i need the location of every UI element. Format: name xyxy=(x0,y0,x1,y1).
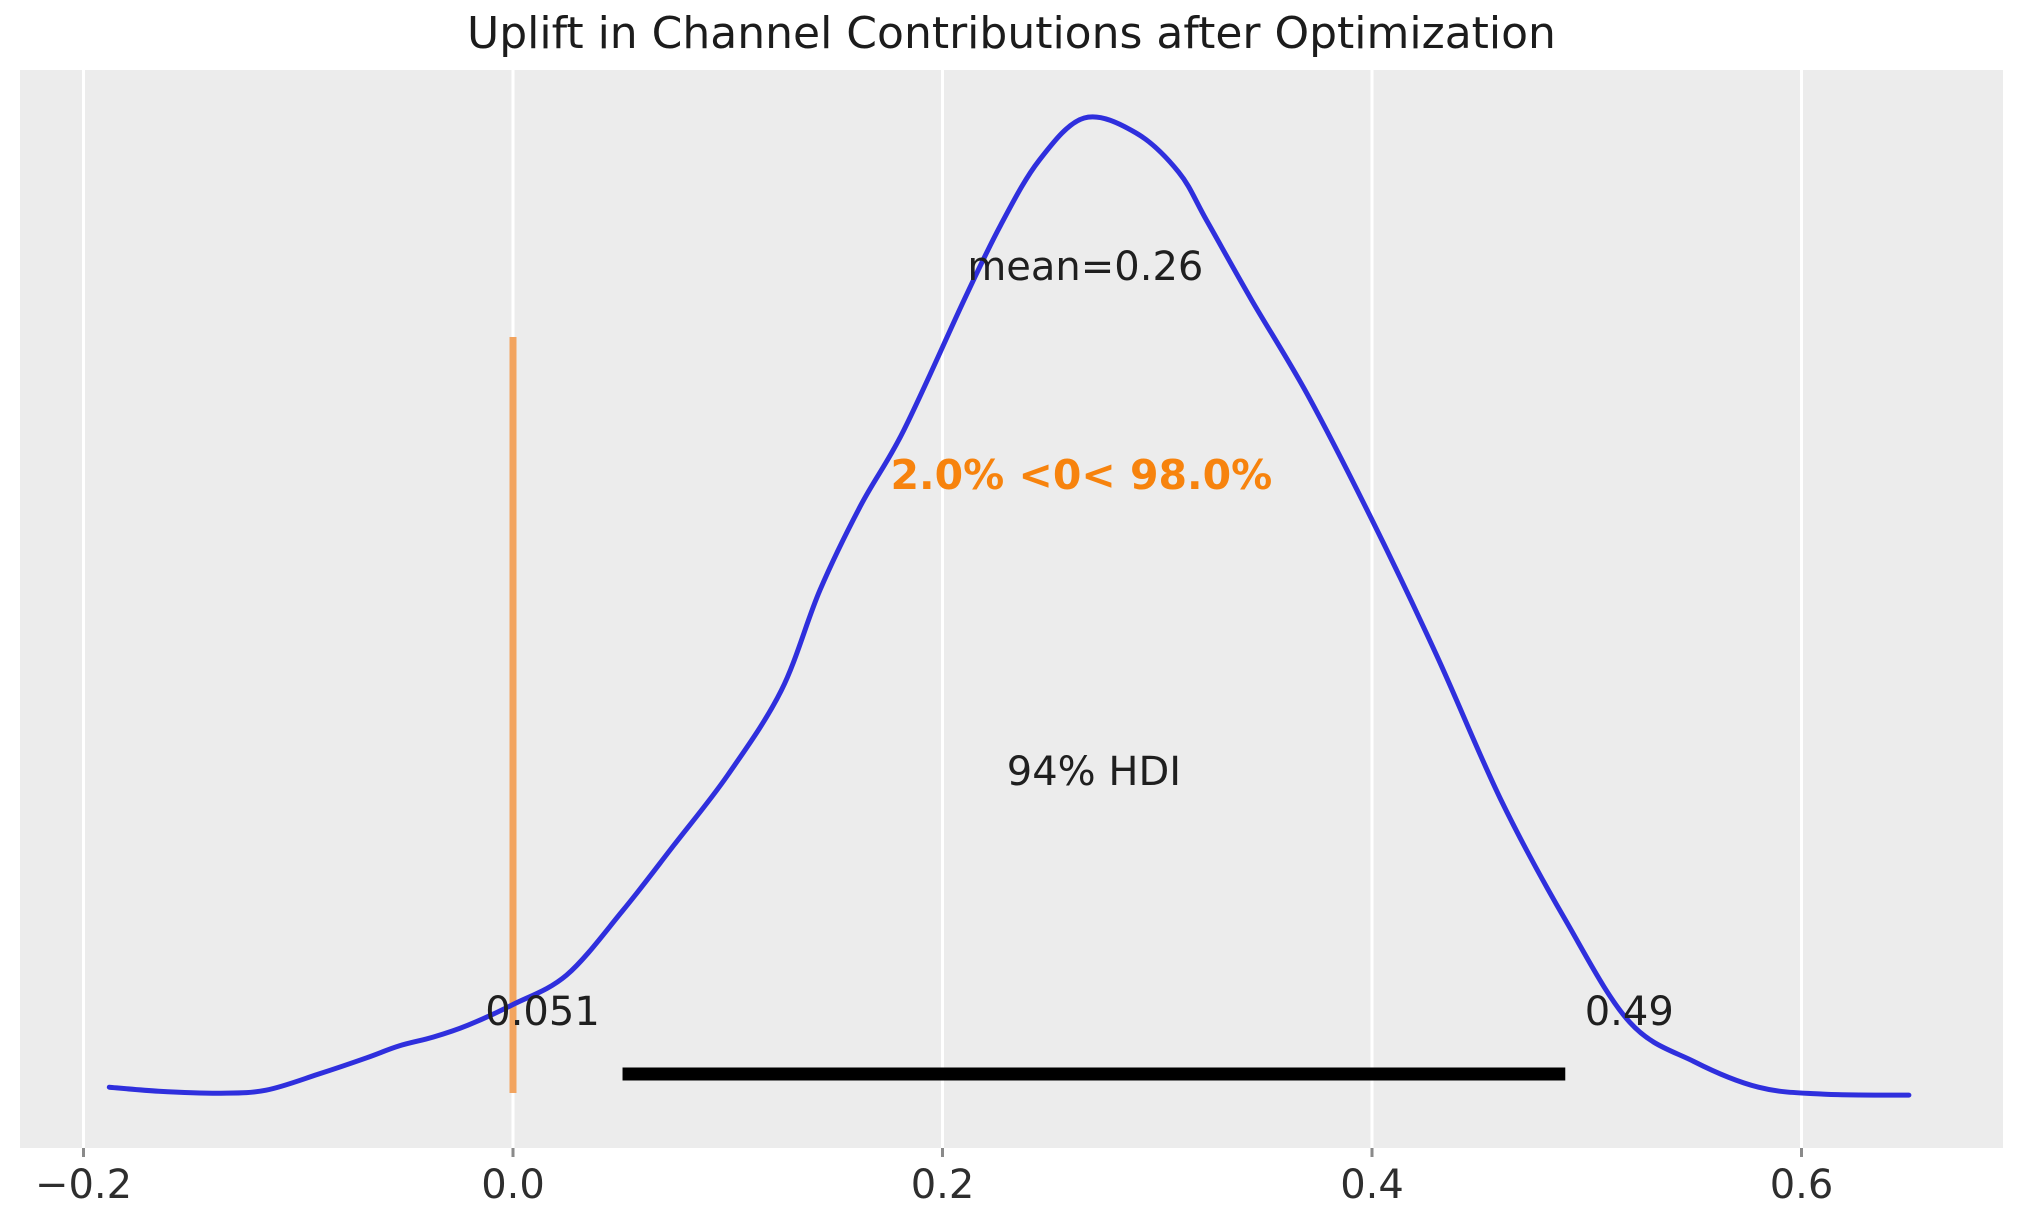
hdi-upper-annotation: 0.49 xyxy=(1584,989,1674,1035)
chart-title: Uplift in Channel Contributions after Op… xyxy=(467,8,1556,59)
x-tick-label: 0.6 xyxy=(1769,1162,1834,1208)
x-tick-label: 0.0 xyxy=(481,1162,545,1208)
hdi-annotation: 94% HDI xyxy=(1006,749,1182,795)
x-tick-label: −0.2 xyxy=(34,1162,133,1208)
plot-area xyxy=(20,70,2003,1148)
mean-annotation: mean=0.26 xyxy=(967,244,1204,290)
hdi-lower-annotation: 0.051 xyxy=(485,989,600,1035)
kde-curve xyxy=(106,114,1912,1098)
ref-interval-annotation: 2.0% <0< 98.0% xyxy=(890,451,1273,499)
x-tick-label: 0.4 xyxy=(1340,1162,1404,1208)
x-tick-label: 0.2 xyxy=(910,1162,975,1208)
